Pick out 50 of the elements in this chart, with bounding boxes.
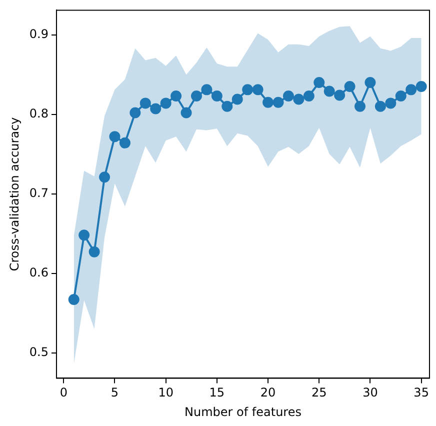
y-tick-label: 0.5 xyxy=(29,344,48,359)
point xyxy=(78,230,90,241)
x-axis-title: Number of features xyxy=(184,404,302,419)
point xyxy=(354,100,366,112)
x-tick-label: 5 xyxy=(110,386,119,400)
point xyxy=(364,77,376,88)
y-tick-label: 0.9 xyxy=(29,26,48,41)
x-tick-label: 15 xyxy=(209,386,225,400)
point xyxy=(211,90,222,102)
y-tick-label: 0.6 xyxy=(29,265,48,280)
y-tick-label: 0.8 xyxy=(29,106,48,120)
point xyxy=(201,84,212,96)
point xyxy=(374,100,386,112)
x-tick-label: 30 xyxy=(362,386,378,400)
point xyxy=(293,94,304,105)
point xyxy=(242,84,254,96)
point xyxy=(180,107,192,118)
y-tick-label: 0.7 xyxy=(29,186,48,200)
point xyxy=(406,84,417,96)
point xyxy=(140,98,151,109)
point xyxy=(88,246,100,258)
point xyxy=(262,96,274,108)
point xyxy=(385,98,396,109)
point xyxy=(324,86,335,97)
point xyxy=(190,90,202,102)
point xyxy=(334,90,346,101)
point xyxy=(416,81,427,92)
point xyxy=(303,90,314,102)
x-tick-label: 10 xyxy=(158,386,174,400)
point xyxy=(170,90,182,102)
point xyxy=(99,172,110,183)
point xyxy=(344,81,356,92)
x-tick-label: 35 xyxy=(414,386,429,400)
point xyxy=(119,137,130,148)
x-tick-label: 0 xyxy=(60,386,68,400)
point xyxy=(160,98,172,109)
point xyxy=(150,103,162,114)
x-tick-label: 25 xyxy=(311,386,327,400)
point xyxy=(232,94,243,105)
point xyxy=(272,96,284,108)
point xyxy=(109,131,120,142)
point xyxy=(252,84,264,96)
point xyxy=(130,107,141,118)
point xyxy=(282,90,294,102)
point xyxy=(395,90,406,102)
point xyxy=(222,100,233,112)
point xyxy=(68,294,80,306)
x-tick-label: 20 xyxy=(260,386,276,400)
point xyxy=(314,77,325,88)
y-axis-title: Cross-validation accuracy xyxy=(7,117,22,272)
